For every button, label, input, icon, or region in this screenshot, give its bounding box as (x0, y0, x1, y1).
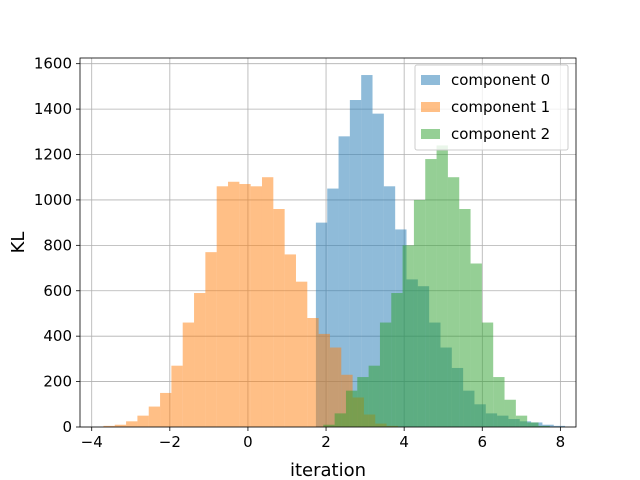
histogram-bars (103, 75, 566, 428)
histogram-bar (182, 322, 195, 427)
y-axis-label: KL (8, 232, 29, 254)
histogram-bar (383, 186, 396, 427)
x-axis-label: iteration (290, 460, 366, 480)
histogram-bar (216, 186, 229, 427)
y-tick-label: 1400 (34, 100, 72, 118)
legend-swatch (421, 75, 440, 85)
histogram-bar (148, 406, 161, 427)
x-tick-label: 8 (556, 433, 566, 451)
histogram-bar (307, 318, 319, 427)
histogram-bar (273, 209, 285, 427)
histogram-bar (391, 293, 403, 427)
y-tick-label: 800 (43, 236, 72, 254)
histogram-bar (349, 100, 362, 428)
histogram-bar (436, 145, 448, 427)
histogram-bar (137, 415, 149, 427)
y-tick-label: 1200 (34, 146, 72, 164)
histogram-bar (553, 425, 566, 427)
histogram-bar (295, 281, 308, 427)
histogram-bar (194, 293, 206, 427)
legend-swatch (421, 129, 440, 139)
histogram-bar (239, 184, 251, 427)
histogram-bar (338, 136, 350, 427)
histogram-bar (379, 322, 392, 427)
x-tick-label: 2 (321, 433, 331, 451)
histogram-bar (372, 113, 384, 427)
legend-label: component 0 (451, 71, 550, 89)
histogram-bar (538, 425, 550, 427)
histogram-bar (228, 181, 240, 427)
y-tick-label: 200 (43, 373, 72, 391)
histogram-bar (402, 245, 414, 427)
histogram-bar (447, 177, 460, 427)
histogram-bar (323, 424, 335, 427)
histogram-bar (515, 415, 528, 427)
histogram-bar (459, 209, 471, 427)
x-tick-label: −4 (81, 433, 103, 451)
legend-frame (414, 64, 569, 151)
y-tick-label: 400 (43, 327, 72, 345)
histogram-bar (334, 413, 346, 427)
y-tick-label: 600 (43, 282, 72, 300)
y-tick-label: 1600 (34, 55, 72, 73)
x-tick-label: 0 (243, 433, 253, 451)
axis-ticks: −4 −2 0 2 4 6 8 0 200 400 600 800 1000 1200 1400 1600 (34, 55, 565, 451)
series-2-bars (323, 145, 550, 427)
y-tick-label: 0 (62, 418, 72, 436)
histogram-bar (329, 347, 342, 427)
histogram-bar (250, 186, 262, 427)
legend-swatch (421, 102, 440, 112)
histogram-bar (425, 159, 437, 427)
histogram-bar (493, 377, 505, 427)
histogram-bar (357, 377, 369, 427)
histogram-bar (481, 322, 494, 427)
legend: component 0 component 1 component 2 (414, 64, 569, 151)
histogram-bar (368, 365, 380, 427)
histogram-bar (114, 424, 127, 427)
histogram-bar (318, 333, 330, 427)
histogram-bar (205, 252, 217, 427)
histogram-bar (171, 365, 183, 427)
x-tick-label: −2 (159, 433, 181, 451)
histogram-bar (327, 188, 339, 427)
histogram-bar (261, 177, 274, 427)
legend-label: component 2 (451, 125, 550, 143)
histogram-bar (527, 422, 539, 427)
histogram-bar (103, 425, 115, 427)
histogram-bar (413, 199, 426, 427)
histogram-bar (345, 390, 358, 427)
histogram-bar (470, 263, 482, 427)
x-tick-label: 6 (477, 433, 487, 451)
x-tick-label: 4 (399, 433, 409, 451)
legend-label: component 1 (451, 98, 550, 116)
histogram-bar (504, 399, 516, 427)
histogram-bar (126, 421, 138, 427)
histogram-bar (284, 254, 296, 427)
histogram-bar (361, 75, 373, 428)
y-tick-label: 1000 (34, 191, 72, 209)
plot-frame (79, 57, 577, 428)
histogram-bar (160, 392, 172, 427)
histogram-bar (315, 222, 328, 427)
